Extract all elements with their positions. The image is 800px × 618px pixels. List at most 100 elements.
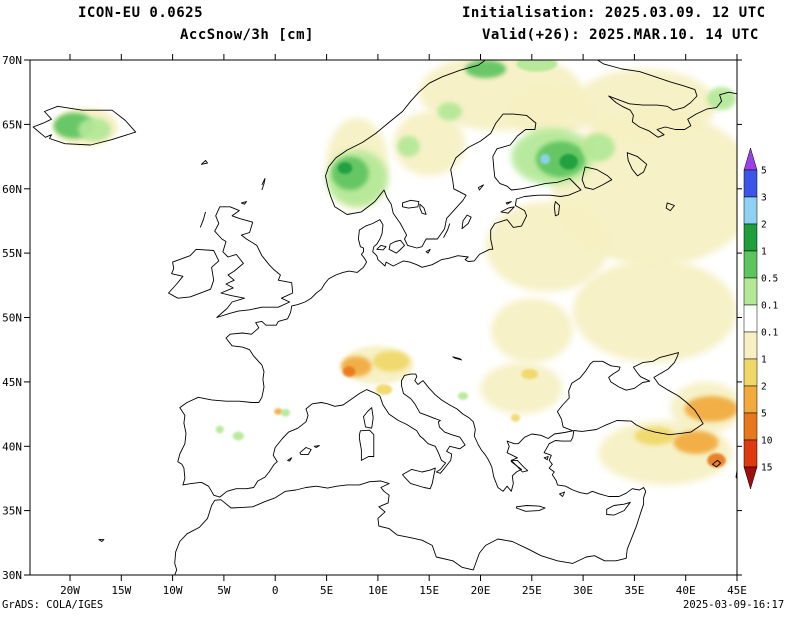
colorbar-tick-label: 1 (761, 355, 767, 366)
lake-rybinsk (665, 202, 675, 212)
colorbar-segment (743, 439, 758, 468)
snow-region-south-norway-green (331, 156, 369, 190)
colorbar-segment (743, 223, 758, 252)
lon-label: 15W (111, 584, 131, 597)
lon-label: 10W (163, 584, 183, 597)
coastline-lesbos (543, 456, 549, 461)
lake-onega (626, 152, 648, 177)
model-title: ICON-EU 0.0625 (78, 5, 204, 21)
lat-label: 30N (2, 569, 22, 582)
snow-region-karelia-green (582, 133, 615, 162)
lake-van (711, 459, 722, 468)
coastline-zealand (388, 239, 405, 254)
lake-peipus (553, 201, 560, 217)
lon-label: 10E (368, 584, 388, 597)
snow-field-layer (52, 60, 737, 485)
snow-region-alps-yellow (372, 351, 410, 372)
snow-region-e-turkey-dark-orange (707, 453, 726, 468)
snow-region-bosnia-green (457, 392, 469, 400)
coastline-ireland (168, 248, 220, 299)
lat-label: 40N (2, 440, 22, 453)
colorbar-tick-label: 2 (761, 220, 767, 231)
coastline-saaremaa (500, 206, 515, 214)
lake-urmia (735, 470, 737, 480)
snow-region-apennines-yellow (375, 384, 393, 395)
colorbar-segment (743, 169, 758, 198)
colorbar-segment (743, 385, 758, 414)
snow-region-carpathians-yellow (521, 368, 538, 380)
colorbar-tick-label: 10 (761, 436, 773, 447)
lon-label: 40E (676, 584, 696, 597)
snow-region-pyrenees-orange (274, 408, 283, 415)
lake-balaton (452, 356, 462, 361)
colorbar-arrow-up (743, 147, 758, 171)
coastline-white-sea-kola (596, 60, 737, 138)
colorbar-tick-label: 0.1 (761, 328, 778, 339)
lon-label: 20E (471, 584, 491, 597)
coastline-gotland (461, 214, 472, 230)
colorbar-tick-label: 5 (761, 166, 767, 177)
coastline-ibiza (287, 457, 293, 462)
colorbar-segment (743, 250, 758, 279)
snow-region-finland-dark-green (559, 154, 578, 170)
colorbar-arrow-down (743, 466, 758, 490)
lat-label: 60N (2, 183, 22, 196)
lon-label: 0 (272, 584, 279, 597)
snow-region-sweden-wash (393, 111, 466, 176)
lon-label: 35E (624, 584, 644, 597)
coastline-oland (443, 223, 451, 238)
colorbar-tick-label: 0.1 (761, 301, 778, 312)
coastline-layer (32, 60, 742, 575)
colorbar-tick-label: 3 (761, 193, 767, 204)
coastline-cyprus (606, 501, 631, 516)
snow-region-ne-turkey-orange (673, 430, 719, 454)
coastline-aland (477, 184, 484, 191)
lat-label: 65N (2, 118, 22, 131)
snow-region-south-norway-dark-green (337, 162, 353, 174)
snow-region-caucasus-orange (684, 396, 737, 422)
coastline-sardinia (358, 429, 375, 461)
lat-label: 50N (2, 312, 22, 325)
lake-vattern (419, 203, 427, 215)
lon-label: 20W (60, 584, 80, 597)
colorbar-segment (743, 277, 758, 306)
lon-label: 45E (727, 584, 747, 597)
colorbar-tick-label: 2 (761, 382, 767, 393)
colorbar-segment (743, 412, 758, 441)
coastline-euboea (510, 459, 529, 473)
coastline-rhodes (559, 491, 566, 497)
colorbar-tick-label: 5 (761, 409, 767, 420)
snow-region-south-russia-wash (572, 259, 737, 363)
snow-region-spain-green-2 (215, 425, 224, 434)
lon-label: 25E (522, 584, 542, 597)
colorbar-tick-label: 0.5 (761, 274, 778, 285)
lon-label: 30E (573, 584, 593, 597)
coastline-iceland (32, 105, 137, 146)
snow-region-pyrenees-green (280, 408, 291, 417)
snow-region-alps-dark-orange (342, 366, 356, 377)
lon-label: 5W (217, 584, 231, 597)
coastline-bornholm (425, 248, 431, 254)
colorbar-segment (743, 358, 758, 387)
grads-credit: GrADS: COLA/IGES (2, 599, 104, 611)
coastline-crete (515, 505, 546, 512)
lake-ladoga (581, 166, 613, 190)
coastline-corsica (363, 407, 374, 429)
colorbar: 5 3 2 1 0.5 0.1 0.1 1 2 5 10 15 (743, 147, 778, 490)
coastline-madeira (98, 539, 105, 542)
lat-label: 45N (2, 376, 22, 389)
snow-region-tromso-green (465, 60, 507, 78)
snow-region-pontic-yellow (634, 427, 676, 445)
product-title: AccSnow/3h [cm] (180, 27, 314, 43)
colorbar-tick-label: 15 (761, 463, 772, 474)
coastline-majorca (299, 447, 312, 456)
lake-vanern (402, 199, 420, 209)
coastline-mainland-europe (174, 60, 704, 575)
lon-label: 5E (320, 584, 333, 597)
lat-label: 35N (2, 505, 22, 518)
lon-label: 15E (419, 584, 439, 597)
snow-region-scandes-mid-green (397, 136, 420, 157)
lake-sevan (738, 440, 742, 444)
coastline-hebrides (199, 211, 206, 228)
